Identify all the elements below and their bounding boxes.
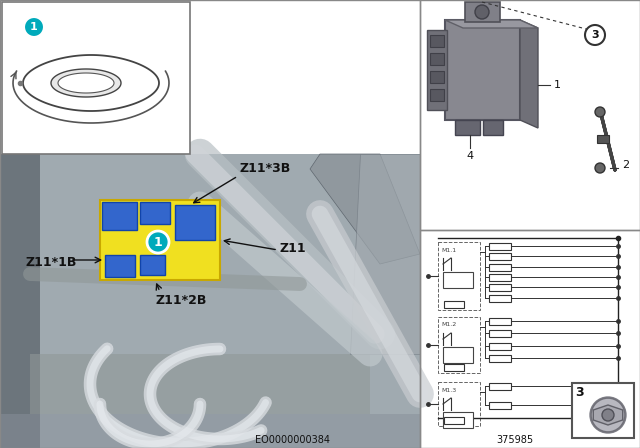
Polygon shape [23,55,159,111]
Bar [0,0,420,448]
Circle shape [595,163,605,173]
Bar [489,343,511,350]
Text: 4: 4 [467,151,474,161]
Bar [489,253,511,260]
Bar [140,202,170,224]
Circle shape [591,398,625,432]
Text: 1: 1 [30,22,38,32]
Bar [489,243,511,250]
Bar [430,35,444,47]
Bar [444,301,464,308]
Bar [105,255,135,277]
Bar [430,71,444,83]
Text: 1: 1 [554,80,561,90]
Polygon shape [58,73,114,93]
Bar [489,356,511,362]
Bar [175,205,215,240]
Polygon shape [310,154,420,264]
Bar [30,354,370,414]
Circle shape [585,25,605,45]
Text: M1.3: M1.3 [441,388,456,392]
Bar [100,200,220,280]
Bar [2,2,190,154]
Polygon shape [445,20,538,28]
Text: EO0000000384: EO0000000384 [255,435,330,445]
Text: M1.2: M1.2 [441,323,456,327]
Bar [443,272,473,288]
Circle shape [602,409,614,421]
Bar [572,383,634,438]
Bar [455,120,480,135]
Bar [140,255,165,275]
Text: 375985: 375985 [497,435,534,445]
Bar [438,317,480,373]
Polygon shape [520,20,538,128]
Circle shape [147,231,169,253]
Bar [444,417,464,424]
Circle shape [590,397,626,433]
Bar [489,264,511,271]
Text: 3: 3 [576,387,584,400]
Circle shape [475,5,489,19]
Bar [489,331,511,337]
Bar [430,89,444,101]
Bar [445,20,520,120]
Bar [443,412,473,428]
Bar [489,295,511,302]
Polygon shape [350,154,420,354]
Text: 2: 2 [622,160,629,170]
Bar [0,414,420,448]
Bar [102,202,137,230]
Bar [444,364,464,371]
Bar [420,0,640,230]
Bar [489,274,511,281]
Text: Z11: Z11 [280,241,307,254]
Text: M1.1: M1.1 [441,247,456,253]
Circle shape [595,107,605,117]
Text: Z11*1B: Z11*1B [25,255,76,268]
Bar [0,154,40,448]
Bar [489,383,511,390]
Bar [438,242,480,310]
Polygon shape [593,405,623,425]
Circle shape [24,17,44,37]
Bar [489,318,511,325]
Bar [430,53,444,65]
Polygon shape [593,405,623,425]
Bar [483,120,503,135]
Text: 1: 1 [154,236,163,249]
Text: 3: 3 [591,30,599,40]
Bar [443,347,473,363]
Bar [420,230,640,448]
Text: Z11*2B: Z11*2B [155,293,206,306]
Text: Z11*3B: Z11*3B [240,161,291,175]
Bar [597,135,609,143]
Bar [489,402,511,409]
Bar [489,284,511,291]
Bar [420,0,640,230]
Bar [438,382,480,426]
Bar [0,154,420,448]
Bar [427,30,447,110]
Bar [465,2,500,22]
Polygon shape [51,69,121,97]
Bar [420,230,640,448]
